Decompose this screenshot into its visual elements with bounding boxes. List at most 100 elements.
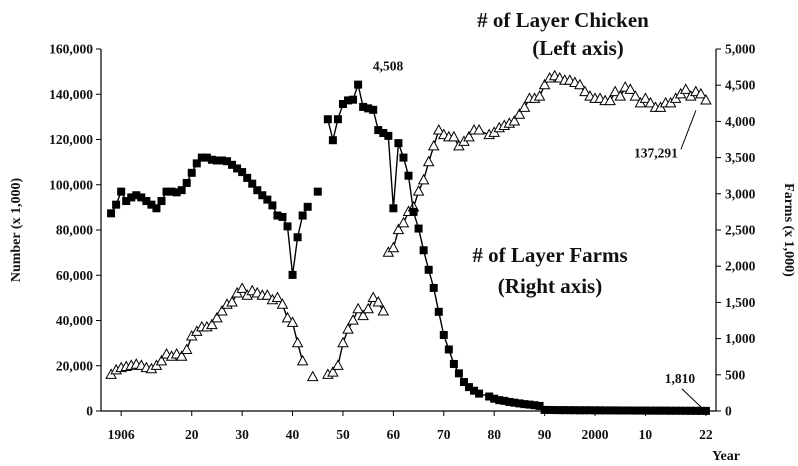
farm-point [409,207,418,216]
farm-point [495,396,504,405]
farm-point [303,202,312,211]
farm-point [132,191,141,200]
farm-point [157,197,166,206]
farms-series-axis-note: (Right axis) [498,274,602,298]
farm-point [459,378,468,387]
chicken-point [432,124,445,135]
farm-point [626,406,635,415]
farm-point [313,187,322,196]
farm-point [585,406,594,415]
right-tick-label: 2,500 [725,223,756,238]
chicken-point [206,318,218,330]
chicken-point [508,114,521,126]
farm-point [369,105,378,114]
left-tick-label: 160,000 [49,42,93,57]
farm-point [621,406,630,415]
chicken-point [286,316,299,327]
farm-point [505,397,514,406]
chicken-point [236,282,248,293]
labels: 0 20,000 40,000 60,000 80,000 100,000 120,000 1… [9,8,796,464]
farm-point [444,345,453,354]
farm-point [606,406,615,415]
chicken-point [574,78,586,90]
chicken-point [639,92,652,103]
chicken-point [629,90,642,101]
farm-point [616,406,625,415]
farm-point [122,197,131,206]
farm-point [268,201,277,210]
farm-point [248,179,257,188]
farm-point [434,307,443,316]
farm-point [167,187,176,196]
farms-latest-leader [681,388,703,409]
farm-point [520,400,529,409]
chicken-point [679,83,692,94]
x-tick-label: 2000 [582,427,609,442]
chicken-point [397,216,410,228]
farm-point [333,115,342,124]
farm-point [490,394,499,403]
farm-point [298,211,307,220]
chicken-point [337,336,349,348]
farm-point [172,188,181,197]
farm-point [550,406,559,415]
farm-point [485,392,494,401]
farm-point [338,100,347,109]
right-tick-label: 2,000 [725,259,756,274]
chicken-point [216,305,228,316]
farm-point [510,398,519,407]
farm-point [641,406,650,415]
farm-point [636,406,645,415]
farm-point [686,406,695,415]
chicken-point [417,173,430,185]
farm-point [656,406,665,415]
chicken-point [352,302,364,314]
chicken-point [362,302,374,314]
axes [96,48,721,416]
farm-point [500,396,509,405]
farm-point [263,195,272,204]
chicken-point [579,85,591,97]
right-tick-label: 500 [725,367,746,382]
left-tick-label: 0 [86,404,93,419]
farm-point [570,406,579,415]
farm-point [228,160,237,169]
farm-point [414,224,423,233]
farm-point [424,265,433,274]
farm-point [323,115,332,124]
x-tick-label: 30 [235,427,249,442]
right-tick-label: 4,500 [725,78,756,93]
farm-point [379,128,388,137]
chicken-point [387,241,400,253]
farm-point [470,386,479,395]
chicken-point [644,96,657,108]
farm-point [253,186,262,195]
farm-point [142,197,151,206]
right-tick-label: 0 [725,404,732,419]
farm-point [344,96,353,105]
x-tick-label: 50 [336,427,350,442]
farm-point [223,157,232,166]
farm-point [651,406,660,415]
farm-point [601,406,610,415]
farm-point [439,330,448,339]
chicken-point [412,185,425,196]
chicken-point [327,366,339,377]
x-tick-label: 22 [699,427,713,442]
x-axis-title: Year [712,449,740,464]
farm-point [454,369,463,378]
chicken-point [377,305,390,316]
left-tick-label: 80,000 [56,223,93,238]
farm-point [701,406,710,415]
x-tick-label: 90 [538,427,552,442]
series-line [387,75,707,254]
layer-chicken-series [105,69,712,382]
farm-point [389,204,398,213]
farm-point [147,200,156,209]
farm-point [681,406,690,415]
left-tick-label: 40,000 [56,313,93,328]
farm-point [666,406,675,415]
farm-point [419,246,428,255]
chicken-latest-annotation: 137,291 [634,145,678,160]
